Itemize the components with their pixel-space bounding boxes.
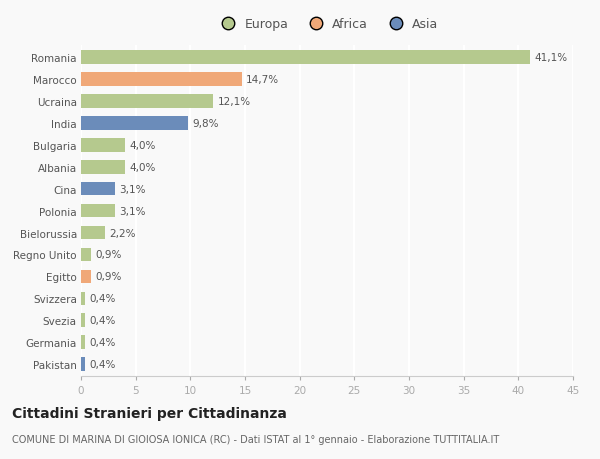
Text: 4,0%: 4,0% — [129, 162, 155, 173]
Bar — [81, 358, 85, 371]
Text: 41,1%: 41,1% — [535, 53, 568, 63]
Text: 12,1%: 12,1% — [218, 97, 251, 106]
Text: 9,8%: 9,8% — [193, 118, 219, 129]
Legend: Europa, Africa, Asia: Europa, Africa, Asia — [211, 13, 443, 36]
Text: 4,0%: 4,0% — [129, 140, 155, 151]
Bar — [81, 204, 115, 218]
Bar — [81, 270, 91, 284]
Text: 2,2%: 2,2% — [109, 228, 136, 238]
Bar — [81, 51, 530, 65]
Text: 14,7%: 14,7% — [246, 75, 279, 85]
Bar — [81, 292, 85, 306]
Bar — [81, 226, 105, 240]
Text: 3,1%: 3,1% — [119, 206, 146, 216]
Bar — [81, 161, 125, 174]
Text: COMUNE DI MARINA DI GIOIOSA IONICA (RC) - Dati ISTAT al 1° gennaio - Elaborazion: COMUNE DI MARINA DI GIOIOSA IONICA (RC) … — [12, 434, 499, 444]
Bar — [81, 248, 91, 262]
Bar — [81, 336, 85, 349]
Text: 0,9%: 0,9% — [95, 250, 122, 260]
Text: 3,1%: 3,1% — [119, 184, 146, 194]
Bar — [81, 314, 85, 327]
Text: Cittadini Stranieri per Cittadinanza: Cittadini Stranieri per Cittadinanza — [12, 406, 287, 420]
Text: 0,4%: 0,4% — [90, 316, 116, 325]
Bar — [81, 139, 125, 152]
Text: 0,4%: 0,4% — [90, 337, 116, 347]
Bar — [81, 183, 115, 196]
Bar — [81, 117, 188, 130]
Bar — [81, 73, 242, 87]
Text: 0,4%: 0,4% — [90, 294, 116, 304]
Text: 0,9%: 0,9% — [95, 272, 122, 282]
Text: 0,4%: 0,4% — [90, 359, 116, 369]
Bar — [81, 95, 213, 108]
